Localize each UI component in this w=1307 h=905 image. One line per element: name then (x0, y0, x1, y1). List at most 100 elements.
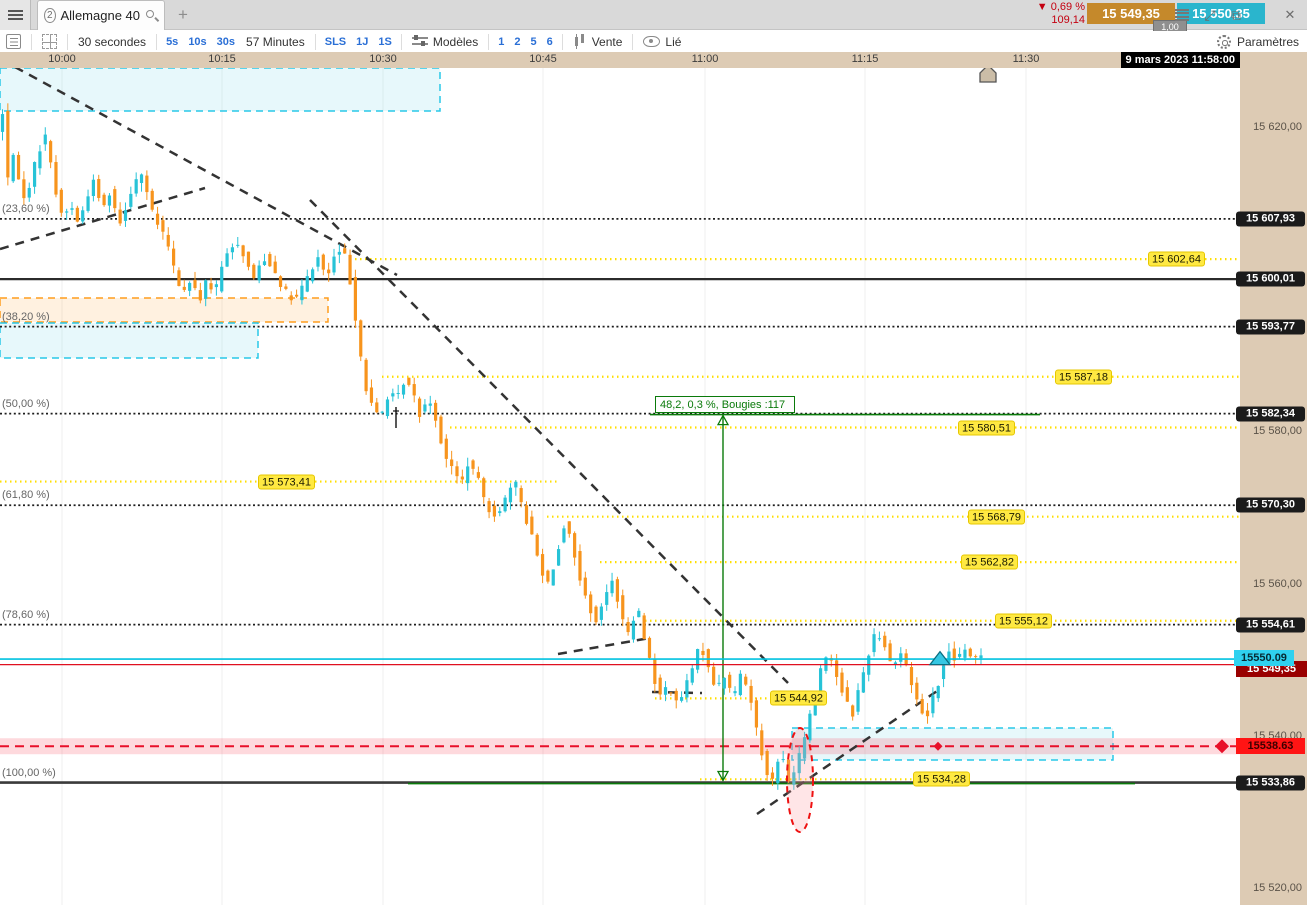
candle-body (278, 276, 283, 287)
candle-body (840, 672, 844, 693)
popout-window-icon[interactable]: ⧉ (1231, 7, 1241, 23)
candle-body (760, 730, 764, 756)
candle-body (396, 392, 400, 394)
candle-body (16, 154, 21, 180)
candle-body (0, 114, 5, 132)
position-marker (928, 650, 952, 666)
sell-label: Vente (591, 34, 623, 49)
layout-grid-button[interactable] (36, 34, 63, 49)
fullscreen-icon[interactable]: ⤢ (1204, 7, 1216, 23)
buy-ask-button[interactable]: 15 550,35 (1177, 3, 1265, 24)
candle-body (851, 705, 855, 717)
candle-body (808, 713, 812, 741)
tf-30s-button[interactable]: 30s (216, 35, 236, 48)
sell-mode-button[interactable]: Vente (567, 34, 629, 49)
new-tab-button[interactable]: + (178, 5, 188, 24)
candle-body (476, 472, 480, 478)
candle-body (551, 569, 555, 586)
preset-5-button[interactable]: 5 (530, 35, 537, 48)
order-list-button[interactable] (0, 34, 27, 49)
candle-body (305, 276, 309, 292)
sell-bid-button[interactable]: 15 549,35 (1087, 3, 1175, 24)
preset-2-button[interactable]: 2 (514, 35, 521, 48)
sliders-icon (411, 35, 428, 48)
preset-1-button[interactable]: 1 (498, 35, 505, 48)
candle-body (466, 466, 470, 484)
candle-body (754, 700, 759, 728)
preset-6-button[interactable]: 6 (546, 35, 553, 48)
candle-body (679, 697, 684, 701)
price-axis[interactable]: 15 620,00 15 580,00 15 560,00 15 540,00 15 5… (1234, 52, 1307, 905)
stop-price-badge: 15538.63 (1236, 738, 1305, 755)
candle-body (872, 634, 876, 653)
candle-body (380, 411, 384, 413)
tf-5s-button[interactable]: 5s (166, 35, 179, 48)
measure-annotation[interactable]: 48,2, 0,3 %, Bougies :117 (655, 395, 795, 413)
chart-area[interactable]: 9 mars 2023 11:58:00 10:00 10:15 10:30 10:4… (0, 52, 1307, 905)
candle-body (423, 404, 427, 412)
candle-body (653, 659, 657, 684)
candle-body (813, 694, 817, 716)
duration-dropdown[interactable]: 57 Minutes (246, 34, 305, 49)
settings-label: Paramètres (1236, 34, 1299, 49)
candle-body (97, 179, 101, 198)
time-tick: 11:00 (691, 53, 719, 65)
candle-body (958, 653, 962, 657)
candle-body (193, 279, 197, 289)
candle-body (487, 501, 491, 513)
candle-body (113, 189, 117, 209)
close-icon[interactable]: ✕ (1284, 7, 1296, 22)
candle-body (802, 737, 807, 759)
candle-body (818, 668, 823, 695)
candle-body (615, 579, 620, 602)
candle-body (738, 673, 742, 696)
range-1j-button[interactable]: 1J (356, 35, 369, 48)
candlestick-chart[interactable] (0, 52, 1240, 905)
candle-body (776, 761, 780, 784)
candle-body (567, 521, 571, 534)
candle-body (252, 264, 256, 279)
candle-body (294, 294, 299, 297)
layers-icon[interactable] (1173, 6, 1191, 24)
candle-body (546, 570, 550, 582)
candle-body (123, 210, 128, 221)
candle-body (599, 606, 603, 620)
candle-body (359, 320, 363, 357)
time-axis[interactable]: 9 mars 2023 11:58:00 10:00 10:15 10:30 10:4… (0, 52, 1240, 68)
candle-body (22, 179, 26, 199)
candle-body (722, 677, 726, 689)
tf-10s-button[interactable]: 10s (188, 35, 207, 48)
candle-body (188, 282, 192, 291)
candle-body (54, 162, 58, 195)
house-marker (979, 64, 997, 83)
trendline-minor-a (557, 636, 651, 656)
candle-body (65, 211, 69, 213)
candle-body (856, 690, 860, 712)
linked-button[interactable]: Lié (637, 35, 687, 49)
candle-body (663, 687, 668, 695)
range-1s-button[interactable]: 1S (378, 35, 392, 48)
candle-body (262, 261, 267, 266)
models-button[interactable]: Modèles (406, 35, 484, 49)
candle-body (311, 269, 315, 282)
instrument-tab[interactable]: 2 Allemagne 40 (37, 0, 165, 30)
search-icon[interactable] (145, 9, 160, 22)
candle-body (589, 594, 593, 614)
trendline-ascending-right (756, 687, 941, 816)
settings-button[interactable]: Paramètres (1216, 31, 1299, 52)
range-sls-button[interactable]: SLS (324, 35, 347, 48)
candle-body (770, 772, 775, 779)
candle-body (129, 193, 133, 207)
timeframe-dropdown[interactable]: 30 secondes (78, 34, 147, 49)
candle-body (166, 234, 170, 247)
position-price-badge: 15550.09 (1234, 650, 1294, 666)
candle-body (744, 676, 748, 685)
candle-body (626, 622, 630, 633)
candle-body (107, 195, 112, 206)
candle-body (979, 655, 983, 659)
candle-body (583, 577, 587, 596)
main-menu-button[interactable] (0, 0, 31, 30)
candle-body (407, 377, 411, 385)
candle-body (471, 460, 475, 469)
